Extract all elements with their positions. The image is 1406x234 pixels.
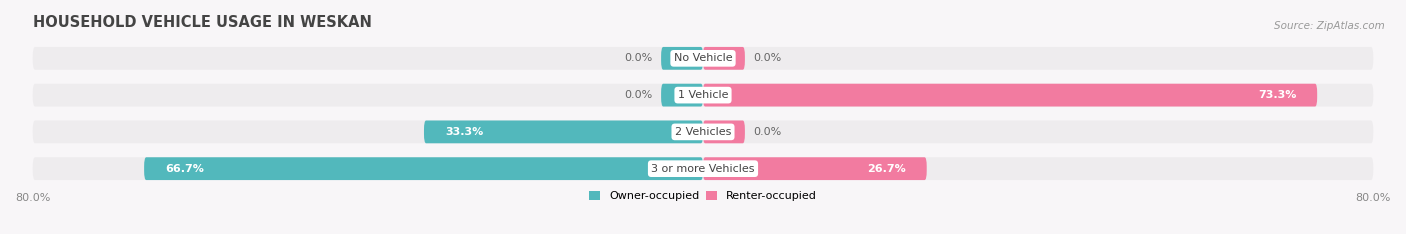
FancyBboxPatch shape — [32, 84, 1374, 106]
Text: 73.3%: 73.3% — [1258, 90, 1296, 100]
FancyBboxPatch shape — [32, 47, 1374, 70]
FancyBboxPatch shape — [661, 47, 703, 70]
Text: 0.0%: 0.0% — [624, 90, 652, 100]
Legend: Owner-occupied, Renter-occupied: Owner-occupied, Renter-occupied — [589, 191, 817, 201]
Text: HOUSEHOLD VEHICLE USAGE IN WESKAN: HOUSEHOLD VEHICLE USAGE IN WESKAN — [32, 15, 371, 30]
FancyBboxPatch shape — [425, 121, 703, 143]
FancyBboxPatch shape — [703, 84, 1317, 106]
Text: 0.0%: 0.0% — [754, 53, 782, 63]
FancyBboxPatch shape — [703, 121, 745, 143]
Text: 26.7%: 26.7% — [868, 164, 905, 174]
FancyBboxPatch shape — [661, 84, 703, 106]
FancyBboxPatch shape — [703, 47, 745, 70]
Text: 3 or more Vehicles: 3 or more Vehicles — [651, 164, 755, 174]
Text: 33.3%: 33.3% — [444, 127, 484, 137]
Text: 66.7%: 66.7% — [165, 164, 204, 174]
FancyBboxPatch shape — [703, 157, 927, 180]
FancyBboxPatch shape — [145, 157, 703, 180]
Text: 2 Vehicles: 2 Vehicles — [675, 127, 731, 137]
Text: 0.0%: 0.0% — [754, 127, 782, 137]
Text: No Vehicle: No Vehicle — [673, 53, 733, 63]
Text: Source: ZipAtlas.com: Source: ZipAtlas.com — [1274, 21, 1385, 31]
FancyBboxPatch shape — [32, 121, 1374, 143]
Text: 1 Vehicle: 1 Vehicle — [678, 90, 728, 100]
Text: 0.0%: 0.0% — [624, 53, 652, 63]
FancyBboxPatch shape — [32, 157, 1374, 180]
